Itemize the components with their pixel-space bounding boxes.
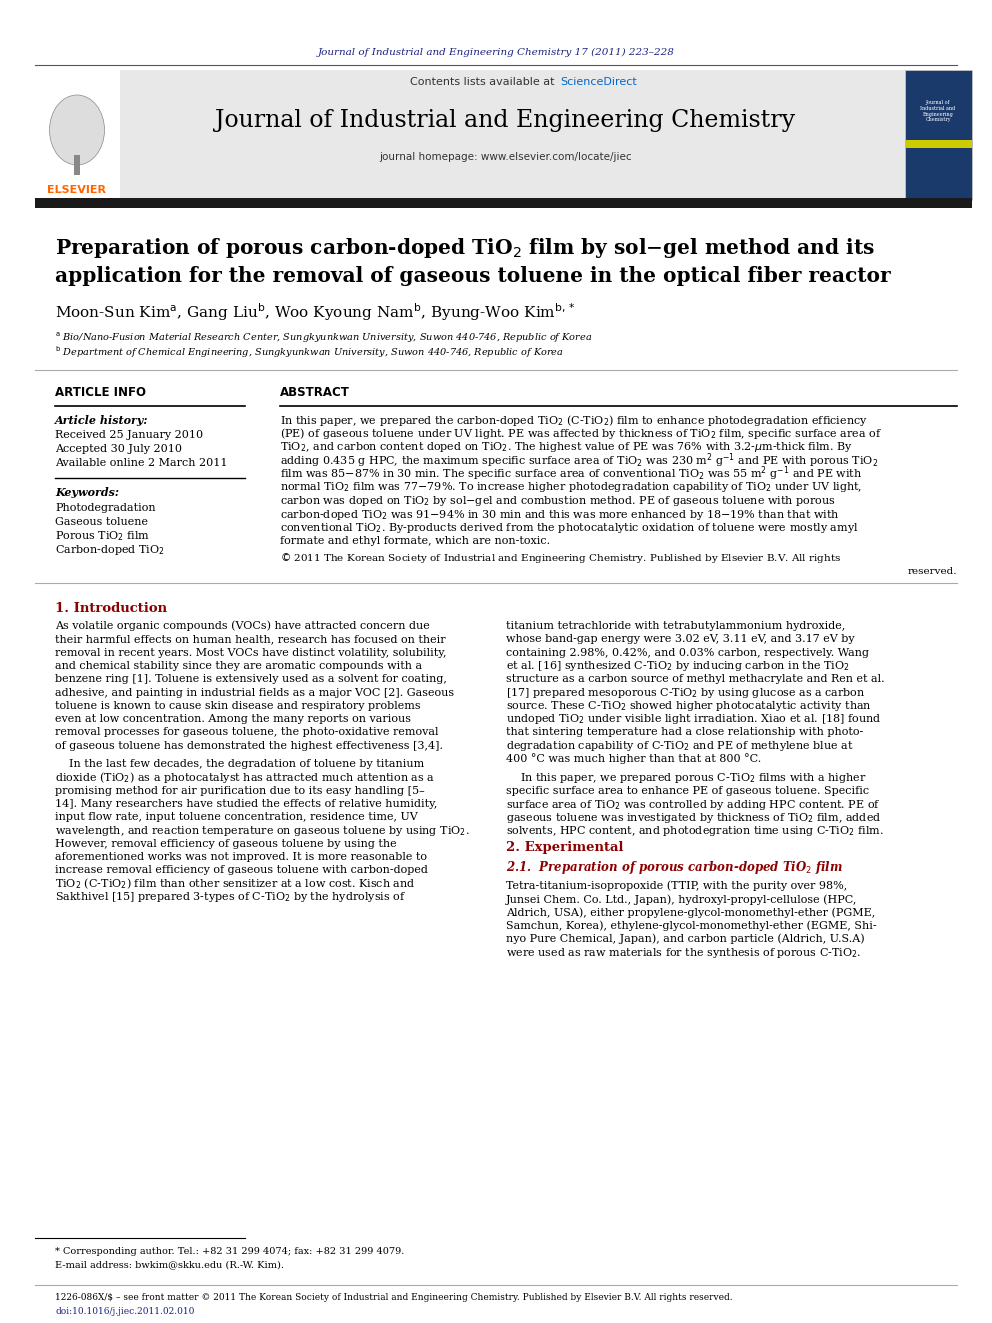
Text: increase removal efficiency of gaseous toluene with carbon-doped: increase removal efficiency of gaseous t…: [55, 865, 428, 876]
Text: Received 25 January 2010: Received 25 January 2010: [55, 430, 203, 441]
Text: removal in recent years. Most VOCs have distinct volatility, solubility,: removal in recent years. Most VOCs have …: [55, 647, 446, 658]
Text: nyo Pure Chemical, Japan), and carbon particle (Aldrich, U.S.A): nyo Pure Chemical, Japan), and carbon pa…: [506, 934, 865, 945]
Text: promising method for air purification due to its easy handling [5–: promising method for air purification du…: [55, 786, 425, 795]
Bar: [905, 140, 972, 148]
Text: their harmful effects on human health, research has focused on their: their harmful effects on human health, r…: [55, 634, 445, 644]
Text: E-mail address: bwkim@skku.edu (R.-W. Kim).: E-mail address: bwkim@skku.edu (R.-W. Ki…: [55, 1261, 284, 1270]
Text: specific surface area to enhance PE of gaseous toluene. Specific: specific surface area to enhance PE of g…: [506, 786, 869, 796]
Text: 1. Introduction: 1. Introduction: [55, 602, 167, 614]
Text: dioxide (TiO$_2$) as a photocatalyst has attracted much attention as a: dioxide (TiO$_2$) as a photocatalyst has…: [55, 770, 434, 785]
Text: In this paper, we prepared the carbon-doped TiO$_2$ (C-TiO$_2$) film to enhance : In this paper, we prepared the carbon-do…: [280, 413, 868, 427]
Text: carbon was doped on TiO$_2$ by sol$-$gel and combustion method. PE of gaseous to: carbon was doped on TiO$_2$ by sol$-$gel…: [280, 493, 835, 508]
Ellipse shape: [50, 95, 104, 165]
Text: that sintering temperature had a close relationship with photo-: that sintering temperature had a close r…: [506, 728, 863, 737]
Text: aforementioned works was not improved. It is more reasonable to: aforementioned works was not improved. I…: [55, 852, 427, 863]
Text: Samchun, Korea), ethylene-glycol-monomethyl-ether (EGME, Shi-: Samchun, Korea), ethylene-glycol-monomet…: [506, 921, 877, 931]
Text: * Corresponding author. Tel.: +82 31 299 4074; fax: +82 31 299 4079.: * Corresponding author. Tel.: +82 31 299…: [55, 1248, 405, 1257]
Text: adding 0.435 g HPC, the maximum specific surface area of TiO$_2$ was 230 m$^2$ g: adding 0.435 g HPC, the maximum specific…: [280, 451, 878, 470]
Text: In the last few decades, the degradation of toluene by titanium: In the last few decades, the degradation…: [55, 759, 425, 769]
Text: gaseous toluene was investigated by thickness of TiO$_2$ film, added: gaseous toluene was investigated by thic…: [506, 811, 881, 826]
Text: 400 °C was much higher than that at 800 °C.: 400 °C was much higher than that at 800 …: [506, 754, 761, 765]
Bar: [35, 198, 972, 208]
Text: adhesive, and painting in industrial fields as a major VOC [2]. Gaseous: adhesive, and painting in industrial fie…: [55, 688, 454, 697]
Text: Accepted 30 July 2010: Accepted 30 July 2010: [55, 445, 182, 454]
Text: However, removal efficiency of gaseous toluene by using the: However, removal efficiency of gaseous t…: [55, 839, 397, 849]
Text: TiO$_2$ (C-TiO$_2$) film than other sensitizer at a low cost. Kisch and: TiO$_2$ (C-TiO$_2$) film than other sens…: [55, 876, 416, 890]
Text: doi:10.1016/j.jiec.2011.02.010: doi:10.1016/j.jiec.2011.02.010: [55, 1307, 194, 1316]
Text: Aldrich, USA), either propylene-glycol-monomethyl-ether (PGME,: Aldrich, USA), either propylene-glycol-m…: [506, 908, 875, 918]
Text: 2. Experimental: 2. Experimental: [506, 841, 624, 855]
Text: wavelength, and reaction temperature on gaseous toluene by using TiO$_2$.: wavelength, and reaction temperature on …: [55, 823, 469, 837]
Bar: [35, 70, 120, 200]
Text: 2.1.  Preparation of porous carbon-doped TiO$_2$ film: 2.1. Preparation of porous carbon-doped …: [506, 860, 843, 877]
Text: solvents, HPC content, and photodegration time using C-TiO$_2$ film.: solvents, HPC content, and photodegratio…: [506, 824, 884, 839]
Text: Carbon-doped TiO$_2$: Carbon-doped TiO$_2$: [55, 542, 165, 557]
Text: were used as raw materials for the synthesis of porous C-TiO$_2$.: were used as raw materials for the synth…: [506, 946, 861, 959]
Text: benzene ring [1]. Toluene is extensively used as a solvent for coating,: benzene ring [1]. Toluene is extensively…: [55, 675, 446, 684]
Text: Journal of Industrial and Engineering Chemistry 17 (2011) 223–228: Journal of Industrial and Engineering Ch…: [317, 48, 675, 57]
Bar: [120, 70, 905, 200]
Text: formate and ethyl formate, which are non-toxic.: formate and ethyl formate, which are non…: [280, 537, 551, 546]
Text: In this paper, we prepared porous C-TiO$_2$ films with a higher: In this paper, we prepared porous C-TiO$…: [506, 771, 866, 785]
Text: input flow rate, input toluene concentration, residence time, UV: input flow rate, input toluene concentra…: [55, 812, 418, 822]
Text: Junsei Chem. Co. Ltd., Japan), hydroxyl-propyl-cellulose (HPC,: Junsei Chem. Co. Ltd., Japan), hydroxyl-…: [506, 894, 857, 905]
Text: application for the removal of gaseous toluene in the optical fiber reactor: application for the removal of gaseous t…: [55, 266, 891, 286]
Text: and chemical stability since they are aromatic compounds with a: and chemical stability since they are ar…: [55, 662, 423, 671]
Text: $\copyright$ 2011 The Korean Society of Industrial and Engineering Chemistry. Pu: $\copyright$ 2011 The Korean Society of …: [280, 550, 841, 565]
Text: Porous TiO$_2$ film: Porous TiO$_2$ film: [55, 529, 150, 542]
Text: Contents lists available at: Contents lists available at: [410, 77, 555, 87]
Text: journal homepage: www.elsevier.com/locate/jiec: journal homepage: www.elsevier.com/locat…: [379, 152, 631, 161]
Text: reserved.: reserved.: [908, 566, 957, 576]
Text: 1226-086X/$ – see front matter © 2011 The Korean Society of Industrial and Engin: 1226-086X/$ – see front matter © 2011 Th…: [55, 1294, 733, 1303]
Text: even at low concentration. Among the many reports on various: even at low concentration. Among the man…: [55, 714, 411, 724]
Bar: [905, 70, 972, 200]
Text: Keywords:: Keywords:: [55, 487, 119, 499]
Text: whose band-gap energy were 3.02 eV, 3.11 eV, and 3.17 eV by: whose band-gap energy were 3.02 eV, 3.11…: [506, 634, 855, 644]
Text: Tetra-titanium-isopropoxide (TTIP, with the purity over 98%,: Tetra-titanium-isopropoxide (TTIP, with …: [506, 881, 847, 892]
Text: et al. [16] synthesized C-TiO$_2$ by inducing carbon in the TiO$_2$: et al. [16] synthesized C-TiO$_2$ by ind…: [506, 659, 850, 673]
Text: ARTICLE INFO: ARTICLE INFO: [55, 386, 146, 400]
Text: Available online 2 March 2011: Available online 2 March 2011: [55, 458, 227, 468]
Text: ScienceDirect: ScienceDirect: [560, 77, 637, 87]
Text: Journal of
Industrial and
Engineering
Chemistry: Journal of Industrial and Engineering Ch…: [921, 101, 955, 123]
Text: carbon-doped TiO$_2$ was 91$-$94% in 30 min and this was more enhanced by 18$-$1: carbon-doped TiO$_2$ was 91$-$94% in 30 …: [280, 508, 839, 521]
Text: $^{\rm a}$ Bio/Nano-Fusion Material Research Center, Sungkyunkwan University, Su: $^{\rm a}$ Bio/Nano-Fusion Material Rese…: [55, 331, 592, 345]
Text: removal processes for gaseous toluene, the photo-oxidative removal: removal processes for gaseous toluene, t…: [55, 728, 438, 737]
Text: Journal of Industrial and Engineering Chemistry: Journal of Industrial and Engineering Ch…: [215, 108, 795, 131]
Text: Photodegradation: Photodegradation: [55, 503, 156, 513]
Text: Gaseous toluene: Gaseous toluene: [55, 517, 148, 527]
Text: TiO$_2$, and carbon content doped on TiO$_2$. The highest value of PE was 76% wi: TiO$_2$, and carbon content doped on TiO…: [280, 441, 853, 454]
Text: film was 85$-$87% in 30 min. The specific surface area of conventional TiO$_2$ w: film was 85$-$87% in 30 min. The specifi…: [280, 464, 862, 483]
Text: 14]. Many researchers have studied the effects of relative humidity,: 14]. Many researchers have studied the e…: [55, 799, 437, 808]
Text: toluene is known to cause skin disease and respiratory problems: toluene is known to cause skin disease a…: [55, 701, 421, 710]
Text: conventional TiO$_2$. By-products derived from the photocatalytic oxidation of t: conventional TiO$_2$. By-products derive…: [280, 521, 858, 534]
Text: surface area of TiO$_2$ was controlled by adding HPC content. PE of: surface area of TiO$_2$ was controlled b…: [506, 798, 881, 811]
Text: Article history:: Article history:: [55, 414, 149, 426]
Text: degradation capability of C-TiO$_2$ and PE of methylene blue at: degradation capability of C-TiO$_2$ and …: [506, 738, 854, 753]
Text: Moon-Sun Kim$^{\rm a}$, Gang Liu$^{\rm b}$, Woo Kyoung Nam$^{\rm b}$, Byung-Woo : Moon-Sun Kim$^{\rm a}$, Gang Liu$^{\rm b…: [55, 302, 576, 323]
Text: (PE) of gaseous toluene under UV light. PE was affected by thickness of TiO$_2$ : (PE) of gaseous toluene under UV light. …: [280, 426, 882, 441]
Text: As volatile organic compounds (VOCs) have attracted concern due: As volatile organic compounds (VOCs) hav…: [55, 620, 430, 631]
Text: ABSTRACT: ABSTRACT: [280, 386, 350, 400]
Text: normal TiO$_2$ film was 77$-$79%. To increase higher photodegradation capability: normal TiO$_2$ film was 77$-$79%. To inc…: [280, 480, 862, 495]
Text: ELSEVIER: ELSEVIER: [48, 185, 106, 194]
Text: structure as a carbon source of methyl methacrylate and Ren et al.: structure as a carbon source of methyl m…: [506, 675, 885, 684]
Text: source. These C-TiO$_2$ showed higher photocatalytic activity than: source. These C-TiO$_2$ showed higher ph…: [506, 699, 872, 713]
Text: Preparation of porous carbon-doped TiO$_2$ film by sol$-$gel method and its: Preparation of porous carbon-doped TiO$_…: [55, 235, 875, 261]
Text: containing 2.98%, 0.42%, and 0.03% carbon, respectively. Wang: containing 2.98%, 0.42%, and 0.03% carbo…: [506, 647, 869, 658]
Text: Sakthivel [15] prepared 3-types of C-TiO$_2$ by the hydrolysis of: Sakthivel [15] prepared 3-types of C-TiO…: [55, 890, 406, 904]
Text: [17] prepared mesoporous C-TiO$_2$ by using glucose as a carbon: [17] prepared mesoporous C-TiO$_2$ by us…: [506, 685, 865, 700]
Bar: [74, 155, 80, 175]
Text: $^{\rm b}$ Department of Chemical Engineering, Sungkyunkwan University, Suwon 44: $^{\rm b}$ Department of Chemical Engine…: [55, 344, 563, 360]
Text: undoped TiO$_2$ under visible light irradiation. Xiao et al. [18] found: undoped TiO$_2$ under visible light irra…: [506, 712, 881, 726]
Text: of gaseous toluene has demonstrated the highest effectiveness [3,4].: of gaseous toluene has demonstrated the …: [55, 741, 443, 750]
Text: titanium tetrachloride with tetrabutylammonium hydroxide,: titanium tetrachloride with tetrabutylam…: [506, 620, 845, 631]
